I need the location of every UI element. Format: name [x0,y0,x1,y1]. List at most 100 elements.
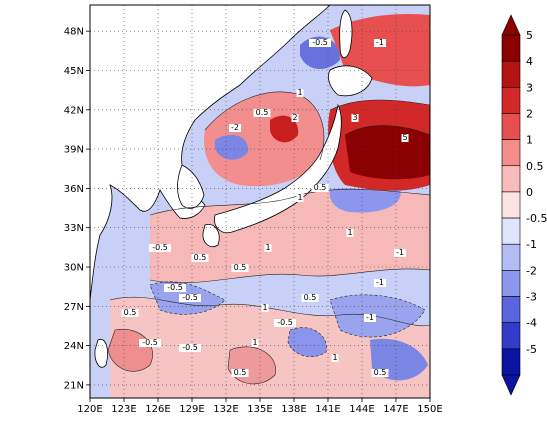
colorbar-segment [501,243,521,271]
contour-label-bg [274,319,296,327]
colorbar-label: 3 [526,81,533,94]
colorbar-label: -5 [526,343,537,356]
contour-label-bg [311,184,329,192]
warm-anomaly-band [150,189,430,283]
contour-label: -0.5 [182,293,198,302]
contour-label-bg [364,314,376,322]
x-tick-label: 144E [349,404,374,415]
y-tick-label: 27N [64,302,84,313]
contour-label: -1 [366,313,374,322]
colorbar-label: 5 [526,29,533,42]
colorbar-segment [501,322,521,350]
contour-label: 0.5 [234,263,247,272]
y-tick-label: 48N [64,27,84,38]
x-tick-label: 120E [77,404,102,415]
contour-label: 0.5 [304,293,317,302]
latitude-axis: 48N 45N 42N 39N 36N 33N 30N 27N 24N 21N [64,27,90,391]
kuroshio-extension-core [345,125,430,180]
asian-mainland [90,5,331,301]
longitude-axis: 120E 123E 126E 129E 132E 135E 138E 141E 144E 147E… [77,398,443,415]
contour-label: 2 [292,113,297,122]
contour-label-bg [164,284,186,292]
contour-label: -0.5 [152,243,168,252]
contour-label: 1 [265,243,270,252]
colorbar-label: 0.5 [526,160,544,173]
contour-label: 0.5 [234,368,247,377]
colorbar-segment [501,296,521,323]
contour-label: -0.5 [182,343,198,352]
contour-labels: -0.5 1 0.5 -1 -2 2 3 5 -0.5 0.5 1 -1 0.5 -0.5 1 0.5 -1 0.… [121,38,409,377]
contour-label: -1 [376,278,384,287]
colorbar-label: 1 [526,134,533,147]
x-tick-label: 138E [281,404,306,415]
contour-label-bg [139,339,161,347]
contour-label: 0.5 [314,183,327,192]
korean-peninsula [177,164,205,209]
y-tick-label: 45N [64,66,84,77]
contour-label-bg [264,244,272,252]
contour-label: 0.5 [124,308,137,317]
colorbar-label: 4 [526,55,533,68]
contour-label: -0.5 [277,318,293,327]
y-tick-label: 21N [64,380,84,391]
east-japan-cold [329,188,401,213]
contour-label: 0.5 [194,253,207,262]
colorbar-label: 2 [526,107,533,120]
map-panel: -0.5 1 0.5 -1 -2 2 3 5 -0.5 0.5 1 -1 0.5 -0.5 1 0.5 -1 0.… [90,5,430,398]
kyushu-island [202,224,220,248]
colorbar-segment [501,348,521,376]
contour-label: 3 [352,113,357,122]
cold-anomaly-mid [288,327,327,357]
japan-sea-warm-core [270,115,299,143]
colorbar-label: -1 [526,238,537,251]
colorbar-segment [501,34,521,62]
contour-label: -1 [376,38,384,47]
contour-label-bg [191,254,209,262]
x-tick-label: 141E [315,404,340,415]
contour-label: 1 [252,338,257,347]
y-tick-label: 24N [64,341,84,352]
japan-sea-cold-patch [215,134,249,160]
y-tick-label: 36N [64,184,84,195]
colorbar-label: -3 [526,291,537,304]
contour-label-bg [231,264,249,272]
contour-label-bg [149,244,171,252]
y-tick-label: 42N [64,105,84,116]
cold-anomaly-east [330,294,425,338]
colorbar-segment [501,113,521,140]
contour-label-bg [374,39,386,47]
colorbar-label: 0 [526,186,533,199]
contour-label-bg [229,124,241,132]
contour-label-bg [371,369,389,377]
contour-label-bg [251,339,259,347]
contour-label-bg [331,354,339,362]
y-tick-label: 33N [64,223,84,234]
contour-label-bg [394,249,406,257]
contour-label: -0.5 [142,338,158,347]
taiwan-island [94,338,108,368]
landmass [90,5,373,368]
contour-label-bg [301,294,319,302]
x-tick-label: 123E [111,404,136,415]
contour-label: -0.5 [167,283,183,292]
colorbar-segment [501,270,521,297]
contour-label-bg [374,279,386,287]
x-tick-label: 135E [247,404,272,415]
contour-label: 1 [332,353,337,362]
contour-label: -1 [396,248,404,257]
japan-honshu [214,103,342,234]
contour-label-bg [291,114,299,122]
colorbar-segment [501,60,521,88]
contour-label-bg [296,89,304,97]
contour-label: 0.5 [374,368,387,377]
contour-label-bg [261,304,269,312]
colorbar-segment [501,217,521,245]
contour-label: -2 [231,123,239,132]
colorbar-top-arrow [501,14,521,36]
colorbar-segment [501,165,521,193]
colorbar-label: -2 [526,264,537,277]
contour-label: -0.5 [312,38,328,47]
x-tick-label: 132E [213,404,238,415]
contour-label-bg [121,309,139,317]
colorbar-segment [501,191,521,219]
